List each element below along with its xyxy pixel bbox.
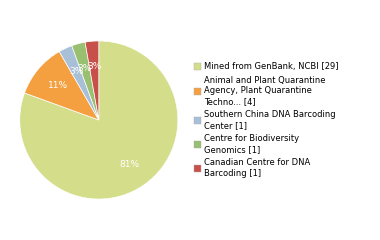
Wedge shape (85, 41, 99, 120)
Text: 3%: 3% (69, 67, 83, 76)
Wedge shape (59, 46, 99, 120)
Text: 3%: 3% (78, 64, 92, 72)
Legend: Mined from GenBank, NCBI [29], Animal and Plant Quarantine
Agency, Plant Quarant: Mined from GenBank, NCBI [29], Animal an… (193, 61, 340, 179)
Wedge shape (20, 41, 178, 199)
Wedge shape (72, 42, 99, 120)
Text: 11%: 11% (48, 81, 68, 90)
Text: 81%: 81% (120, 160, 140, 168)
Text: 3%: 3% (87, 62, 101, 71)
Wedge shape (25, 52, 99, 120)
